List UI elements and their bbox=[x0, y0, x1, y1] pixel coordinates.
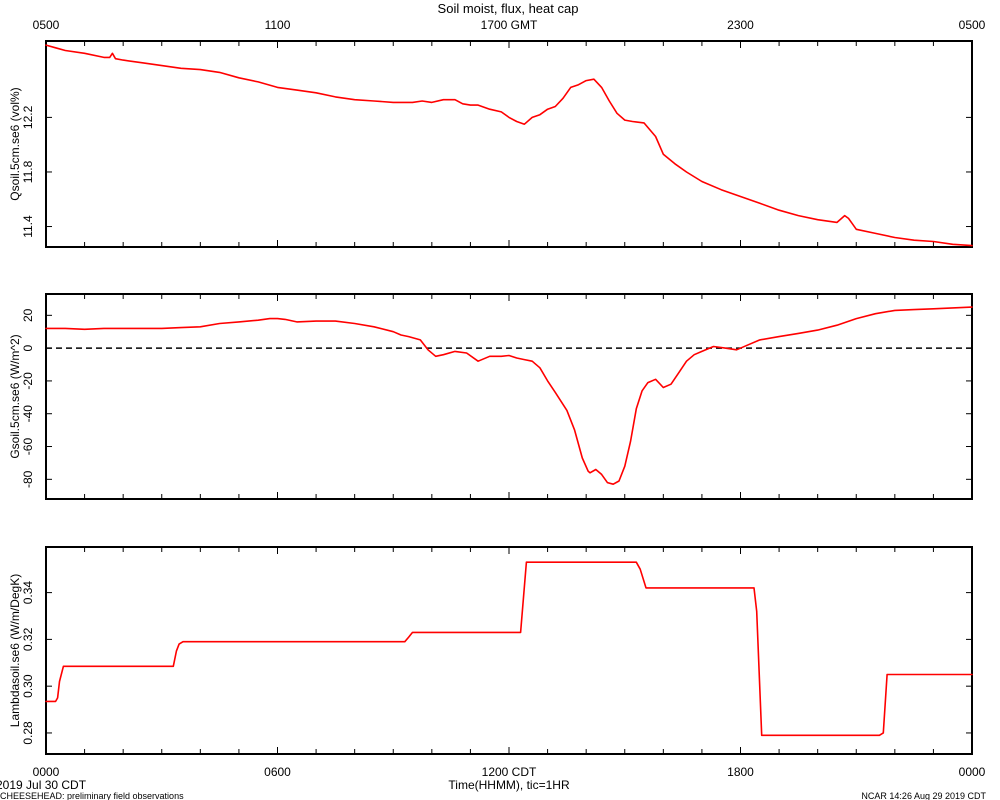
bottom-axis-label-3: 1800 bbox=[727, 765, 754, 779]
series-line bbox=[45, 44, 973, 247]
y-tick-label: -60 bbox=[21, 438, 35, 456]
date-label: 2019 Jul 30 CDT bbox=[0, 778, 87, 792]
panel-frame bbox=[45, 546, 973, 755]
y-tick-label: 20 bbox=[21, 308, 35, 322]
y-tick-label: 0.30 bbox=[21, 674, 35, 698]
y-tick-label: -80 bbox=[21, 470, 35, 488]
y-tick-label: 0 bbox=[21, 344, 35, 351]
footer-right-note: NCAR 14:26 Aug 29 2019 CDT bbox=[861, 791, 986, 800]
bottom-axis-label-2: 1200 CDT bbox=[482, 765, 537, 779]
y-tick-label: -40 bbox=[21, 405, 35, 423]
top-axis-label-0: 0500 bbox=[33, 18, 60, 32]
y-tick-label: 0.32 bbox=[21, 627, 35, 651]
top-axis-label-1: 1100 bbox=[265, 18, 291, 32]
top-axis-label-4: 0500 bbox=[959, 18, 986, 32]
y-axis-label: Gsoil.5cm.se6 (W/m^2) bbox=[8, 334, 22, 458]
series-line bbox=[45, 561, 973, 737]
y-tick-label: 11.4 bbox=[21, 215, 35, 238]
y-axis-label: Lambdasoil.se6 (W/m/DegK) bbox=[8, 574, 22, 727]
bottom-axis-label-1: 0600 bbox=[264, 765, 291, 779]
series-line bbox=[45, 306, 973, 485]
y-tick-label: 11.8 bbox=[21, 160, 35, 183]
chart-title: Soil moist, flux, heat cap bbox=[438, 1, 579, 16]
y-tick-label: -20 bbox=[21, 372, 35, 390]
x-axis-label: Time(HHMM), tic=1HR bbox=[448, 778, 570, 792]
y-tick-label: 0.34 bbox=[21, 581, 35, 605]
y-tick-label: 0.28 bbox=[21, 721, 35, 745]
bottom-axis-label-0: 0000 bbox=[33, 765, 60, 779]
bottom-axis-label-4: 0000 bbox=[959, 765, 986, 779]
panel-frame bbox=[45, 293, 973, 500]
y-tick-label: 12.2 bbox=[21, 105, 35, 129]
y-axis-label: Qsoil.5cm.se6 (vol%) bbox=[8, 87, 22, 200]
top-axis-label-2: 1700 GMT bbox=[481, 18, 538, 32]
panel-2: -80 -60 -40 -20 0 20 Gsoil.5cm.se6 (W/m^2) bbox=[8, 293, 973, 500]
panel-frame bbox=[45, 40, 973, 248]
footer-left-note: CHEESEHEAD: preliminary field observatio… bbox=[0, 791, 184, 800]
top-axis-label-3: 2300 bbox=[727, 18, 754, 32]
